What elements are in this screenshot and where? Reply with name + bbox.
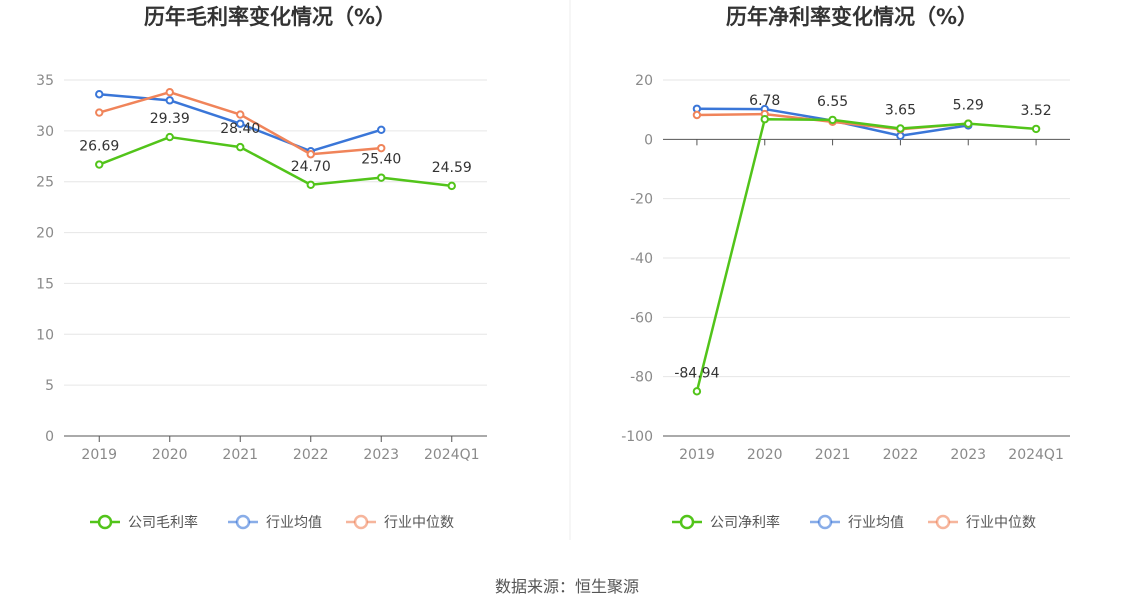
gross-legend-item-1[interactable]: 行业均值 bbox=[266, 515, 322, 531]
net-series-point-0[interactable] bbox=[692, 387, 702, 396]
net-data-label: -84.94 bbox=[674, 365, 719, 381]
net-series-point-0[interactable] bbox=[896, 124, 905, 133]
gross-margin-chart-title: 历年毛利率变化情况（%） bbox=[144, 5, 396, 29]
net-series-point-0[interactable] bbox=[760, 115, 769, 124]
net-y-tick-label: 0 bbox=[644, 132, 653, 148]
gross-series-point-2[interactable] bbox=[165, 88, 174, 97]
gross-data-label: 29.39 bbox=[150, 111, 190, 127]
net-legend-item-2[interactable]: 行业中位数 bbox=[966, 515, 1036, 531]
gross-y-tick-label: 10 bbox=[36, 327, 54, 343]
gross-series-point-0[interactable] bbox=[377, 173, 386, 182]
gross-series-point-1[interactable] bbox=[165, 96, 174, 105]
gross-y-tick-label: 20 bbox=[36, 226, 54, 242]
net-x-tick-label: 2019 bbox=[679, 447, 715, 463]
net-x-tick-label: 2021 bbox=[815, 447, 851, 463]
gross-series-point-2[interactable] bbox=[236, 110, 245, 119]
gross-series-point-2[interactable] bbox=[306, 150, 315, 159]
gross-data-label: 24.59 bbox=[432, 160, 472, 176]
gross-x-tick-label: 2019 bbox=[81, 447, 117, 463]
gross-legend-item-2[interactable]: 行业中位数 bbox=[384, 515, 454, 531]
gross-series-point-0[interactable] bbox=[95, 160, 104, 169]
net-y-tick-label: -40 bbox=[630, 251, 653, 267]
gross-x-tick-label: 2020 bbox=[152, 447, 188, 463]
gross-series-point-0[interactable] bbox=[306, 180, 315, 189]
gross-x-tick-label: 2023 bbox=[363, 447, 399, 463]
gross-y-tick-label: 0 bbox=[45, 429, 54, 445]
gross-legend-swatch-marker bbox=[97, 514, 113, 530]
net-y-tick-label: -80 bbox=[630, 370, 653, 386]
gross-series-point-2[interactable] bbox=[377, 143, 386, 153]
net-y-tick-label: -60 bbox=[630, 310, 653, 326]
gross-margin-chart: 历年毛利率变化情况（%） 0 5 10 15 20 25 30 35 2019 2020 2021 2… bbox=[36, 5, 487, 531]
gross-x-tick-label: 2021 bbox=[222, 447, 258, 463]
gross-series-line-0 bbox=[98, 135, 452, 188]
net-y-tick-label: 20 bbox=[635, 73, 653, 89]
gross-series-point-0[interactable] bbox=[236, 142, 245, 152]
gross-legend-swatch-marker bbox=[235, 514, 251, 530]
net-legend-item-0[interactable]: 公司净利率 bbox=[710, 514, 780, 531]
net-series-point-2[interactable] bbox=[692, 110, 702, 120]
gross-data-label: 26.69 bbox=[79, 139, 119, 155]
net-series-point-0[interactable] bbox=[828, 115, 837, 125]
net-series-line-0 bbox=[695, 117, 1037, 392]
net-data-label: 6.55 bbox=[817, 94, 848, 110]
gross-series-point-1[interactable] bbox=[95, 90, 104, 99]
gross-data-label: 24.70 bbox=[291, 159, 331, 175]
net-legend-swatch-marker bbox=[935, 514, 951, 530]
net-data-label: 3.65 bbox=[885, 103, 916, 119]
net-x-tick-label: 2022 bbox=[883, 447, 919, 463]
net-y-tick-label: -100 bbox=[621, 429, 653, 445]
gross-y-tick-label: 30 bbox=[36, 124, 54, 140]
net-series-point-0[interactable] bbox=[964, 119, 973, 128]
net-legend-item-1[interactable]: 行业均值 bbox=[848, 515, 904, 531]
gross-data-label: 25.40 bbox=[361, 152, 401, 168]
gross-series-point-2[interactable] bbox=[95, 108, 104, 117]
gross-y-tick-label: 5 bbox=[45, 378, 54, 394]
gross-legend-item-0[interactable]: 公司毛利率 bbox=[128, 514, 198, 531]
net-y-tick-label: -20 bbox=[630, 192, 653, 208]
gross-series-point-1[interactable] bbox=[236, 119, 245, 128]
net-margin-chart: 历年净利率变化情况（%） -100 -80 -60 -40 -20 0 20 2019 2020… bbox=[621, 5, 1070, 531]
gross-series-point-1[interactable] bbox=[377, 125, 386, 135]
gross-x-tick-label: 2024Q1 bbox=[424, 447, 480, 463]
net-x-tick-label: 2024Q1 bbox=[1008, 447, 1064, 463]
net-x-tick-label: 2023 bbox=[950, 447, 986, 463]
net-data-label: 6.78 bbox=[749, 93, 780, 109]
net-series-point-1[interactable] bbox=[896, 131, 905, 140]
net-data-label: 3.52 bbox=[1020, 103, 1051, 119]
gross-y-tick-label: 25 bbox=[36, 175, 54, 191]
gross-y-tick-label: 35 bbox=[36, 73, 54, 89]
gross-x-tick-label: 2022 bbox=[293, 447, 329, 463]
gross-series-point-0[interactable] bbox=[447, 181, 456, 191]
net-legend-swatch-marker bbox=[817, 514, 833, 530]
source-note: 数据来源：恒生聚源 bbox=[495, 577, 639, 596]
net-legend-swatch-marker bbox=[679, 514, 695, 530]
net-data-label: 5.29 bbox=[953, 98, 984, 114]
net-margin-chart-title: 历年净利率变化情况（%） bbox=[726, 5, 978, 29]
net-series-point-0[interactable] bbox=[1031, 124, 1041, 134]
gross-data-label: 28.40 bbox=[220, 121, 260, 137]
net-x-tick-label: 2020 bbox=[747, 447, 783, 463]
gross-series-point-0[interactable] bbox=[165, 132, 174, 142]
gross-legend-swatch-marker bbox=[353, 514, 369, 530]
gross-y-tick-label: 15 bbox=[36, 276, 54, 292]
